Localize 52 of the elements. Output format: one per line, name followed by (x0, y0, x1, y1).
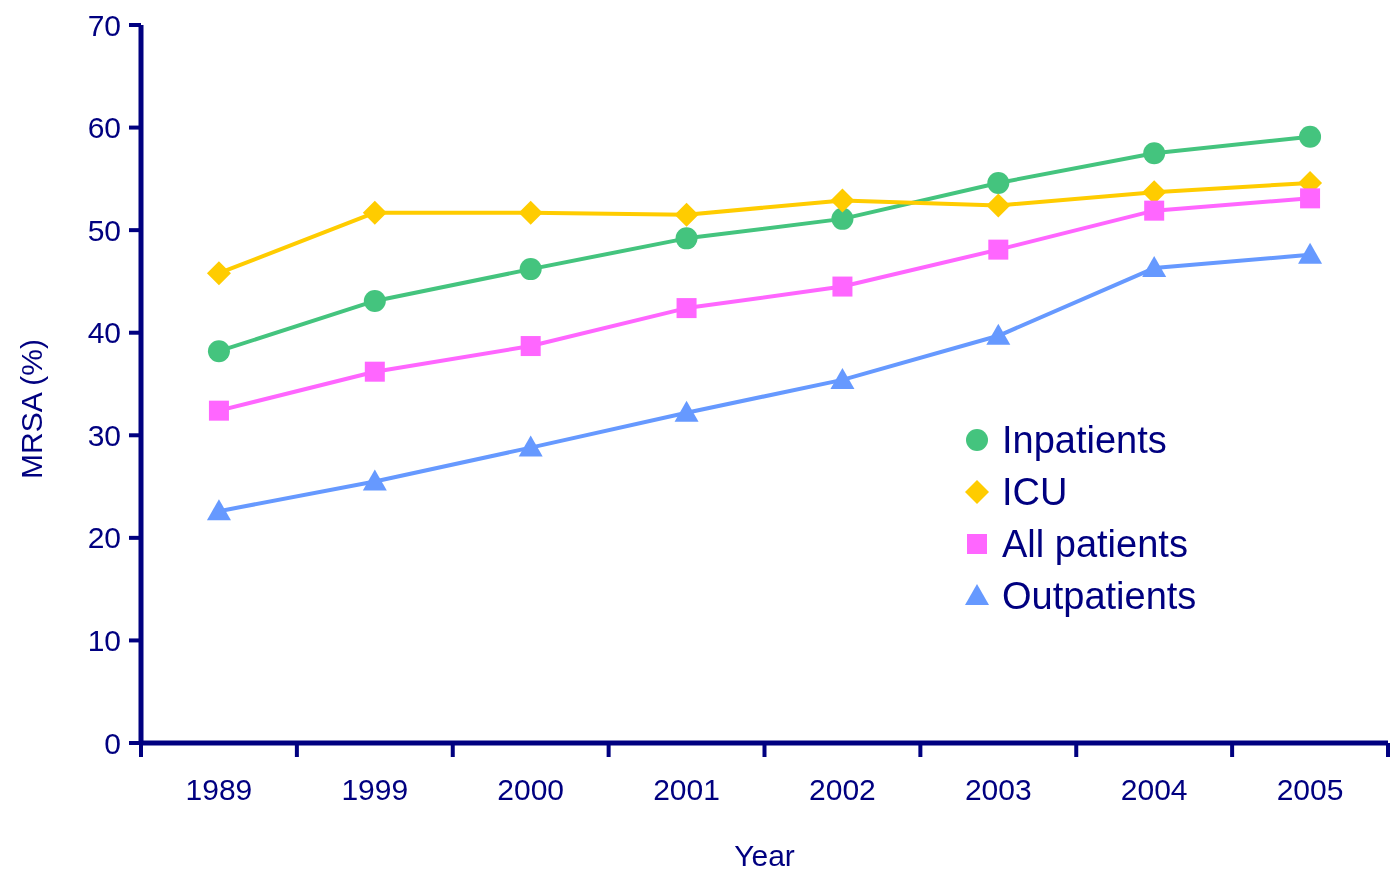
x-tick-label: 2001 (653, 773, 720, 806)
point (518, 200, 543, 225)
point (364, 361, 385, 382)
point (986, 193, 1011, 218)
x-tick-label: 2002 (809, 773, 876, 806)
y-tick-label: 30 (87, 418, 121, 452)
x-axis-title: Year (734, 839, 795, 871)
point (206, 261, 231, 286)
point (1300, 188, 1321, 209)
legend-label: All patients (1002, 523, 1188, 566)
legend-label: ICU (1002, 471, 1068, 514)
point (518, 435, 543, 457)
y-tick-label: 10 (87, 623, 121, 657)
point (207, 340, 230, 363)
x-tick-label: 1999 (341, 773, 409, 806)
point (831, 207, 854, 230)
x-tick-label: 2004 (1120, 773, 1188, 806)
point (675, 227, 698, 250)
point (519, 258, 542, 281)
y-tick-label: 20 (87, 521, 121, 555)
point (674, 400, 699, 422)
point (1144, 200, 1165, 221)
legend-label: Inpatients (1002, 419, 1167, 462)
point (520, 336, 541, 357)
y-tick-label: 60 (87, 111, 121, 145)
point (1298, 242, 1323, 264)
point (832, 276, 853, 297)
y-tick-label: 50 (87, 213, 121, 247)
y-axis-title: MRSA (%) (15, 338, 48, 480)
point (208, 400, 229, 421)
point (830, 188, 855, 213)
point (676, 298, 697, 319)
y-tick-label: 0 (104, 726, 121, 760)
y-tick-label: 40 (87, 316, 121, 350)
point (362, 469, 387, 491)
x-tick-label: 2000 (497, 773, 565, 806)
x-tick-label: 2003 (964, 773, 1032, 806)
x-tick-label: 1989 (185, 773, 253, 806)
point (363, 289, 386, 312)
point (988, 239, 1009, 260)
point (987, 171, 1010, 194)
legend-label: Outpatients (1002, 575, 1197, 618)
point (674, 202, 699, 227)
point (830, 367, 855, 389)
point (1142, 256, 1167, 278)
point (1299, 125, 1322, 148)
point (986, 323, 1011, 345)
y-tick-label: 70 (87, 8, 121, 42)
point (362, 200, 387, 225)
x-tick-label: 2005 (1276, 773, 1344, 806)
point (1143, 142, 1166, 165)
point (206, 499, 231, 521)
